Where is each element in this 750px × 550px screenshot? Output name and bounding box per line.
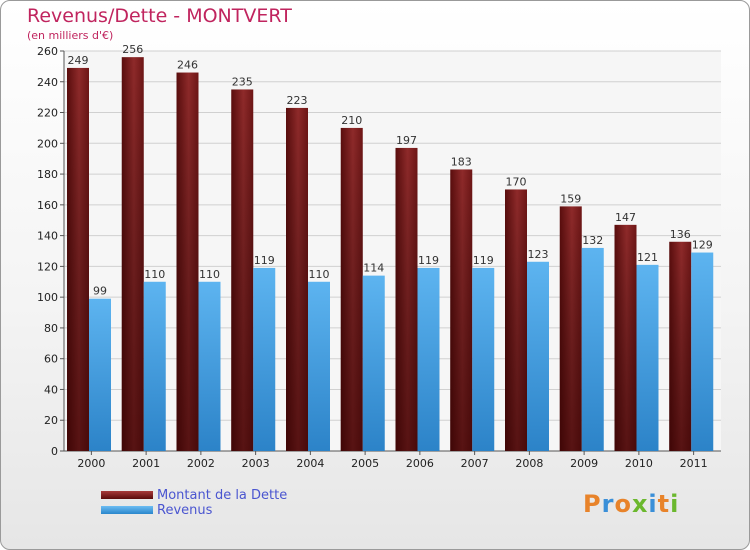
bar-dette-shade: [450, 169, 473, 451]
y-tick-label: 160: [37, 199, 58, 212]
x-tick-label: 2008: [515, 457, 543, 470]
bar-revenus: [691, 252, 714, 451]
plot-area: [64, 51, 721, 451]
data-label-dette: 183: [451, 155, 472, 168]
x-tick-label: 2001: [132, 457, 160, 470]
data-label-dette: 210: [341, 114, 362, 127]
y-tick-label: 80: [44, 322, 58, 335]
data-label-revenus: 110: [199, 268, 220, 281]
legend-item-revenus: Revenus: [101, 502, 213, 518]
legend-label-revenus: Revenus: [157, 502, 213, 518]
legend-swatch-dette: [101, 491, 153, 499]
y-tick-label: 180: [37, 168, 58, 181]
bar-dette-shade: [614, 224, 637, 451]
data-label-dette: 147: [615, 211, 636, 224]
data-label-revenus: 119: [254, 254, 275, 267]
bar-revenus: [89, 298, 111, 451]
y-tick-label: 20: [44, 414, 58, 427]
logo-letter: P: [583, 490, 602, 518]
bar-dette-shade: [286, 107, 308, 451]
x-tick-label: 2009: [570, 457, 598, 470]
bar-dette-shade: [395, 147, 418, 451]
logo-letter: t: [657, 490, 671, 518]
x-tick-label: 2005: [351, 457, 379, 470]
logo-letter: i: [670, 490, 680, 518]
bar-revenus: [362, 275, 385, 451]
data-label-dette: 170: [506, 175, 527, 188]
legend-label-dette: Montant de la Dette: [157, 487, 288, 503]
bar-revenus: [472, 267, 495, 451]
y-tick-label: 140: [37, 230, 58, 243]
bar-revenus: [198, 281, 221, 451]
data-label-dette: 197: [396, 134, 417, 147]
bar-revenus: [417, 267, 440, 451]
data-label-dette: 159: [560, 192, 581, 205]
chart-title: Revenus/Dette - MONTVERT: [27, 5, 292, 27]
y-tick-label: 200: [37, 137, 58, 150]
bar-dette-shade: [67, 67, 89, 451]
x-tick-label: 2007: [461, 457, 489, 470]
logo-letter: i: [648, 490, 658, 518]
data-label-revenus: 119: [418, 254, 439, 267]
bar-dette-shade: [231, 89, 254, 451]
y-tick-label: 240: [37, 76, 58, 89]
data-label-revenus: 110: [144, 268, 165, 281]
data-label-revenus: 99: [93, 285, 107, 298]
bar-dette-shade: [669, 241, 692, 451]
x-tick-label: 2006: [406, 457, 434, 470]
legend-swatch-revenus: [101, 506, 153, 514]
data-label-revenus: 110: [309, 268, 330, 281]
data-label-revenus: 123: [528, 248, 549, 261]
y-tick-label: 60: [44, 353, 58, 366]
bar-dette-shade: [176, 72, 199, 452]
y-tick-label: 220: [37, 107, 58, 120]
bar-revenus: [308, 281, 330, 451]
bar-revenus: [581, 247, 604, 451]
data-label-revenus: 121: [637, 251, 658, 264]
proxiti-logo: Proxiti: [583, 490, 679, 518]
logo-letter: o: [614, 490, 632, 518]
data-label-dette: 235: [232, 75, 253, 88]
y-tick-label: 120: [37, 260, 58, 273]
bar-revenus: [143, 281, 166, 451]
legend-item-dette: Montant de la Dette: [101, 487, 288, 503]
x-tick-label: 2011: [680, 457, 708, 470]
data-label-dette: 136: [670, 228, 691, 241]
bar-dette-shade: [340, 127, 363, 451]
data-label-revenus: 132: [582, 234, 603, 247]
x-tick-label: 2010: [625, 457, 653, 470]
data-label-dette: 246: [177, 59, 198, 72]
x-tick-label: 2004: [296, 457, 324, 470]
y-tick-label: 260: [37, 45, 58, 58]
bar-revenus: [527, 261, 549, 451]
data-label-revenus: 114: [363, 262, 384, 275]
x-tick-label: 2003: [242, 457, 270, 470]
data-label-revenus: 129: [692, 239, 713, 252]
data-label-dette: 249: [68, 54, 89, 67]
bar-dette-shade: [559, 206, 582, 451]
y-tick-label: 40: [44, 383, 58, 396]
bar-dette-shade: [505, 189, 527, 451]
data-label-dette: 256: [122, 43, 143, 56]
logo-letter: x: [631, 490, 649, 518]
x-tick-label: 2002: [187, 457, 215, 470]
data-label-revenus: 119: [473, 254, 494, 267]
chart-subtitle: (en milliers d'€): [27, 29, 114, 42]
y-tick-label: 0: [51, 445, 58, 458]
bar-dette-shade: [121, 57, 144, 452]
x-tick-label: 2000: [77, 457, 105, 470]
bar-revenus: [253, 267, 276, 451]
bar-revenus: [636, 264, 659, 451]
y-tick-label: 100: [37, 291, 58, 304]
logo-letter: r: [601, 490, 615, 518]
data-label-dette: 223: [287, 94, 308, 107]
